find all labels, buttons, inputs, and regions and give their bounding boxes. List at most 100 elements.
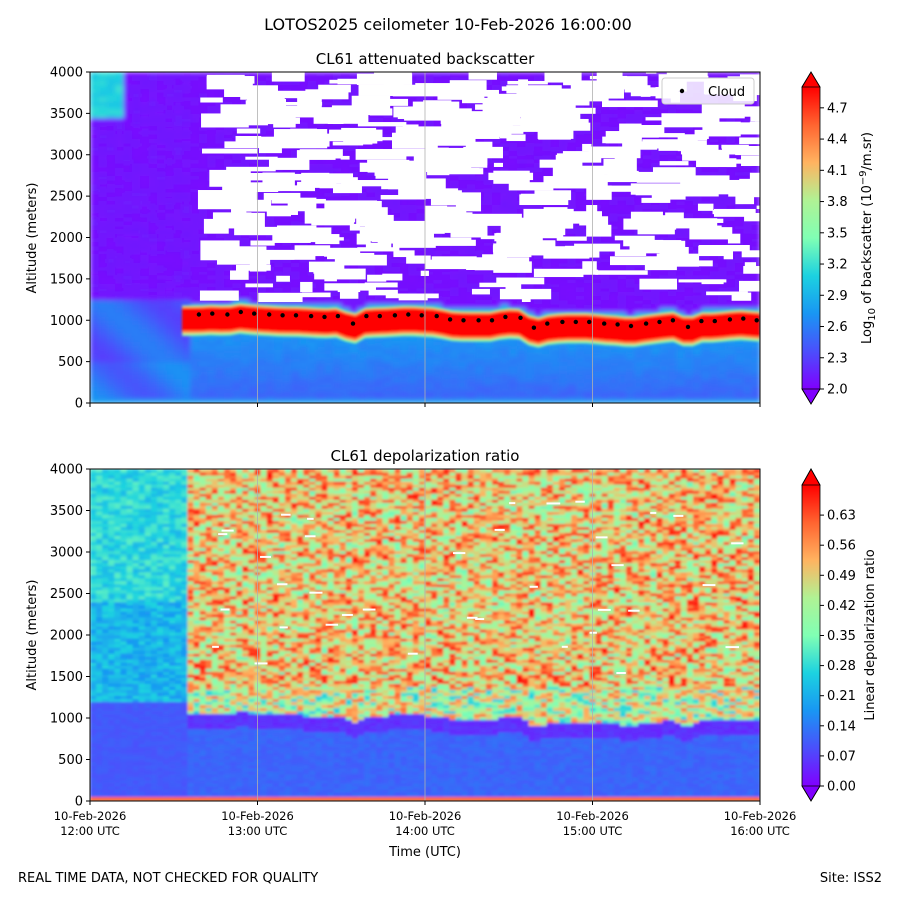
colorbar-tick-label: 3.5: [827, 226, 848, 241]
x-tick-label: 12:00 UTC: [60, 824, 120, 838]
cloud-base-point: [322, 315, 326, 319]
y-tick-label: 1000: [50, 712, 83, 727]
quality-disclaimer: REAL TIME DATA, NOT CHECKED FOR QUALITY: [18, 871, 318, 886]
cloud-base-point: [574, 320, 578, 324]
figure-title: LOTOS2025 ceilometer 10-Feb-2026 16:00:0…: [264, 15, 632, 34]
cloud-base-point: [545, 321, 549, 325]
colorbar-tick-label: 4.4: [827, 133, 848, 148]
legend: Cloud: [662, 78, 754, 104]
colorbar-tick-label: 2.6: [827, 320, 848, 335]
x-tick-label: 10-Feb-2026: [724, 809, 797, 823]
colorbar-tick-label: 0.35: [827, 629, 856, 644]
cloud-base-point: [336, 314, 340, 318]
x-axis-label: Time (UTC): [388, 845, 461, 860]
cloud-base-point: [518, 316, 522, 320]
site-label: Site: ISS2: [820, 871, 882, 886]
cloud-base-point: [225, 312, 229, 316]
y-tick-label: 1500: [50, 670, 83, 685]
cloud-base-point: [560, 320, 564, 324]
colorbar-extend-max: [802, 72, 820, 87]
backscatter-colorbar: 2.02.32.62.93.23.53.84.14.44.7 Log10 of …: [802, 72, 878, 404]
legend-cloud-label: Cloud: [708, 85, 745, 100]
y-tick-label: 2500: [50, 190, 83, 205]
cloud-base-point: [364, 314, 368, 318]
colorbar-extend-min: [802, 389, 820, 404]
cloud-base-point: [587, 320, 591, 324]
cloud-base-point: [435, 314, 439, 318]
colorbar-tick-label: 0.00: [827, 780, 856, 795]
colorbar-extend-max: [802, 469, 820, 485]
y-tick-label: 500: [58, 355, 83, 370]
depolarization-y-label: Altitude (meters): [25, 580, 40, 691]
cloud-base-point: [671, 318, 675, 322]
cloud-base-point: [378, 314, 382, 318]
backscatter-x-ticks: [90, 403, 760, 407]
x-tick-label: 14:00 UTC: [395, 824, 455, 838]
y-tick-label: 3000: [50, 148, 83, 163]
colorbar-tick-label: 0.14: [827, 719, 856, 734]
colorbar-extend-min: [802, 786, 820, 801]
y-tick-label: 3500: [50, 107, 83, 122]
cloud-base-point: [267, 312, 271, 316]
cloud-base-point: [503, 315, 507, 319]
colorbar-tick-label: 4.1: [827, 164, 848, 179]
colorbar-tick-label: 0.28: [827, 659, 856, 674]
y-tick-label: 0: [75, 397, 83, 412]
cloud-base-point: [476, 318, 480, 322]
cloud-base-point: [393, 313, 397, 317]
y-tick-label: 1500: [50, 272, 83, 287]
colorbar-tick-label: 2.3: [827, 351, 848, 366]
cloud-base-point: [532, 326, 536, 330]
x-tick-label: 16:00 UTC: [730, 824, 790, 838]
colorbar-tick-label: 0.42: [827, 599, 856, 614]
depolarization-colorbar: 0.000.070.140.210.280.350.420.490.560.63…: [802, 469, 878, 801]
cloud-base-point: [686, 325, 690, 329]
cloud-base-point: [309, 314, 313, 318]
cloud-base-point: [406, 312, 410, 316]
cloud-base-point: [197, 312, 201, 316]
colorbar-tick-label: 3.2: [827, 258, 848, 273]
y-tick-label: 3500: [50, 504, 83, 519]
cloud-base-point: [657, 320, 661, 324]
cloud-base-point: [741, 316, 745, 320]
colorbar-tick-label: 4.7: [827, 101, 848, 116]
cloud-base-point: [755, 318, 759, 322]
depolarization-title: CL61 depolarization ratio: [331, 447, 520, 465]
x-tick-label: 10-Feb-2026: [221, 809, 294, 823]
cloud-base-point: [294, 313, 298, 317]
cloud-base-point: [728, 317, 732, 321]
y-tick-label: 0: [75, 795, 83, 810]
cloud-base-point: [210, 311, 214, 315]
colorbar-tick-label: 0.56: [827, 539, 856, 554]
backscatter-title: CL61 attenuated backscatter: [316, 50, 535, 68]
cloud-base-point: [615, 322, 619, 326]
y-tick-label: 3000: [50, 546, 83, 561]
cloud-base-point: [420, 313, 424, 317]
x-tick-label: 10-Feb-2026: [54, 809, 127, 823]
cloud-base-point: [239, 310, 243, 314]
colorbar-tick-label: 0.07: [827, 749, 856, 764]
colorbar-tick-label: 3.8: [827, 195, 848, 210]
colorbar-tick-label: 0.49: [827, 569, 856, 584]
cloud-base-point: [351, 321, 355, 325]
y-tick-label: 2000: [50, 629, 83, 644]
cloud-base-point: [252, 311, 256, 315]
cloud-base-point: [490, 318, 494, 322]
colorbar-tick-label: 2.0: [827, 383, 848, 398]
x-tick-label: 10-Feb-2026: [556, 809, 629, 823]
backscatter-y-label: Altitude (meters): [25, 183, 40, 294]
y-tick-label: 2000: [50, 231, 83, 246]
cloud-base-point: [713, 319, 717, 323]
colorbar-tick-label: 2.9: [827, 289, 848, 304]
legend-cloud-marker: [680, 89, 684, 93]
x-tick-label: 13:00 UTC: [228, 824, 288, 838]
y-tick-label: 2500: [50, 587, 83, 602]
colorbar-tick-label: 0.21: [827, 689, 856, 704]
depolarization-colorbar-label: Linear depolarization ratio: [863, 549, 878, 720]
cloud-base-point: [629, 324, 633, 328]
cloud-base-point: [280, 313, 284, 317]
